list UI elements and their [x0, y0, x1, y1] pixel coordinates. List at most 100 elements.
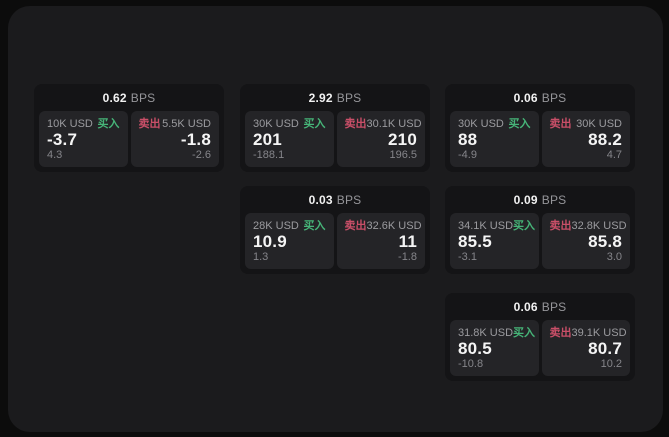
- sell-labels-row: 卖出 32.6K USD: [344, 220, 422, 232]
- buy-price: 80.5: [458, 339, 492, 358]
- sell-side-label: 卖出: [344, 118, 367, 130]
- sell-amount: 30.1K USD: [366, 118, 422, 130]
- sell-labels-row: 卖出 30.1K USD: [344, 118, 422, 130]
- sell-amount: 30K USD: [576, 118, 622, 130]
- sell-side-label: 卖出: [549, 118, 572, 130]
- sell-price: 11: [398, 232, 417, 251]
- buy-amount: 28K USD: [253, 220, 299, 232]
- buy-delta: 4.3: [47, 149, 63, 161]
- buy-labels-row: 34.1K USD 买入: [458, 220, 535, 232]
- sell-labels-row: 卖出 30K USD: [550, 118, 623, 130]
- buy-delta: -10.8: [458, 358, 484, 370]
- quote-card: 0.06 BPS 30K USD 买入 88 -4.9 卖出 30K USD 8…: [445, 84, 635, 172]
- sell-side-label: 卖出: [138, 118, 161, 130]
- sell-amount: 5.5K USD: [162, 118, 211, 130]
- spread-unit: BPS: [541, 193, 567, 207]
- buy-delta: -3.1: [458, 251, 477, 263]
- buy-panel[interactable]: 10K USD 买入 -3.7 4.3: [39, 111, 128, 167]
- sell-delta: 196.5: [389, 149, 417, 161]
- sell-amount: 32.6K USD: [366, 220, 422, 232]
- sell-delta: 3.0: [606, 251, 622, 263]
- spread-value: 0.06: [513, 91, 538, 105]
- quote-body: 30K USD 买入 88 -4.9 卖出 30K USD 88.2 4.7: [445, 109, 635, 172]
- buy-delta: -4.9: [458, 149, 477, 161]
- buy-panel[interactable]: 31.8K USD 买入 80.5 -10.8: [450, 320, 539, 376]
- buy-panel[interactable]: 30K USD 买入 88 -4.9: [450, 111, 539, 167]
- buy-price: 88: [458, 130, 478, 149]
- sell-delta: 10.2: [600, 358, 622, 370]
- sell-panel[interactable]: 卖出 32.6K USD 11 -1.8: [336, 213, 425, 269]
- spread-value: 0.06: [513, 300, 538, 314]
- sell-panel[interactable]: 卖出 32.8K USD 85.8 3.0: [541, 213, 630, 269]
- sell-delta: 4.7: [606, 149, 622, 161]
- sell-amount: 32.8K USD: [571, 220, 627, 232]
- buy-amount: 30K USD: [458, 118, 504, 130]
- buy-side-label: 买入: [508, 118, 531, 130]
- buy-price: 85.5: [458, 232, 492, 251]
- buy-labels-row: 10K USD 买入: [47, 118, 120, 130]
- quote-body: 10K USD 买入 -3.7 4.3 卖出 5.5K USD -1.8 -2.…: [34, 109, 224, 172]
- spread-header: 0.03 BPS: [240, 186, 430, 211]
- sell-side-label: 卖出: [549, 327, 572, 339]
- quote-card: 0.09 BPS 34.1K USD 买入 85.5 -3.1 卖出 32.8K…: [445, 186, 635, 274]
- sell-price: 85.8: [588, 232, 622, 251]
- buy-amount: 34.1K USD: [458, 220, 514, 232]
- spread-header: 0.62 BPS: [34, 84, 224, 109]
- buy-price: 201: [253, 130, 282, 149]
- buy-amount: 31.8K USD: [458, 327, 514, 339]
- sell-panel[interactable]: 卖出 30.1K USD 210 196.5: [336, 111, 425, 167]
- buy-amount: 10K USD: [47, 118, 93, 130]
- sell-labels-row: 卖出 32.8K USD: [549, 220, 627, 232]
- sell-side-label: 卖出: [344, 220, 367, 232]
- buy-delta: -188.1: [253, 149, 285, 161]
- buy-amount: 30K USD: [253, 118, 299, 130]
- sell-panel[interactable]: 卖出 39.1K USD 80.7 10.2: [541, 320, 630, 376]
- spread-unit: BPS: [541, 91, 567, 105]
- buy-panel[interactable]: 28K USD 买入 10.9 1.3: [245, 213, 334, 269]
- spread-value: 0.09: [513, 193, 538, 207]
- buy-labels-row: 30K USD 买入: [458, 118, 531, 130]
- quote-body: 34.1K USD 买入 85.5 -3.1 卖出 32.8K USD 85.8…: [445, 211, 635, 274]
- spread-header: 0.09 BPS: [445, 186, 635, 211]
- buy-price: -3.7: [47, 130, 78, 149]
- sell-labels-row: 卖出 39.1K USD: [549, 327, 627, 339]
- quote-body: 28K USD 买入 10.9 1.3 卖出 32.6K USD 11 -1.8: [240, 211, 430, 274]
- spread-unit: BPS: [130, 91, 156, 105]
- buy-labels-row: 28K USD 买入: [253, 220, 326, 232]
- buy-labels-row: 31.8K USD 买入: [458, 327, 535, 339]
- sell-side-label: 卖出: [549, 220, 572, 232]
- spread-header: 0.06 BPS: [445, 293, 635, 318]
- sell-price: 80.7: [588, 339, 622, 358]
- quote-card: 0.03 BPS 28K USD 买入 10.9 1.3 卖出 32.6K US…: [240, 186, 430, 274]
- quote-body: 31.8K USD 买入 80.5 -10.8 卖出 39.1K USD 80.…: [445, 318, 635, 381]
- sell-delta: -2.6: [192, 149, 211, 161]
- quote-card: 0.06 BPS 31.8K USD 买入 80.5 -10.8 卖出 39.1…: [445, 293, 635, 381]
- buy-panel[interactable]: 30K USD 买入 201 -188.1: [245, 111, 334, 167]
- buy-panel[interactable]: 34.1K USD 买入 85.5 -3.1: [450, 213, 539, 269]
- quotes-panel: 0.62 BPS 10K USD 买入 -3.7 4.3 卖出 5.5K USD…: [8, 6, 663, 432]
- sell-labels-row: 卖出 5.5K USD: [139, 118, 212, 130]
- sell-amount: 39.1K USD: [571, 327, 627, 339]
- buy-price: 10.9: [253, 232, 287, 251]
- sell-panel[interactable]: 卖出 30K USD 88.2 4.7: [541, 111, 630, 167]
- spread-value: 0.62: [102, 91, 127, 105]
- spread-value: 2.92: [308, 91, 333, 105]
- spread-value: 0.03: [308, 193, 333, 207]
- spread-unit: BPS: [336, 91, 362, 105]
- spread-unit: BPS: [336, 193, 362, 207]
- quote-card: 2.92 BPS 30K USD 买入 201 -188.1 卖出 30.1K …: [240, 84, 430, 172]
- buy-side-label: 买入: [303, 220, 326, 232]
- buy-side-label: 买入: [97, 118, 120, 130]
- sell-delta: -1.8: [398, 251, 417, 263]
- sell-price: 210: [388, 130, 417, 149]
- buy-labels-row: 30K USD 买入: [253, 118, 326, 130]
- spread-unit: BPS: [541, 300, 567, 314]
- spread-header: 0.06 BPS: [445, 84, 635, 109]
- quote-body: 30K USD 买入 201 -188.1 卖出 30.1K USD 210 1…: [240, 109, 430, 172]
- sell-price: 88.2: [588, 130, 622, 149]
- sell-price: -1.8: [180, 130, 211, 149]
- spread-header: 2.92 BPS: [240, 84, 430, 109]
- sell-panel[interactable]: 卖出 5.5K USD -1.8 -2.6: [130, 111, 219, 167]
- quote-card: 0.62 BPS 10K USD 买入 -3.7 4.3 卖出 5.5K USD…: [34, 84, 224, 172]
- buy-side-label: 买入: [303, 118, 326, 130]
